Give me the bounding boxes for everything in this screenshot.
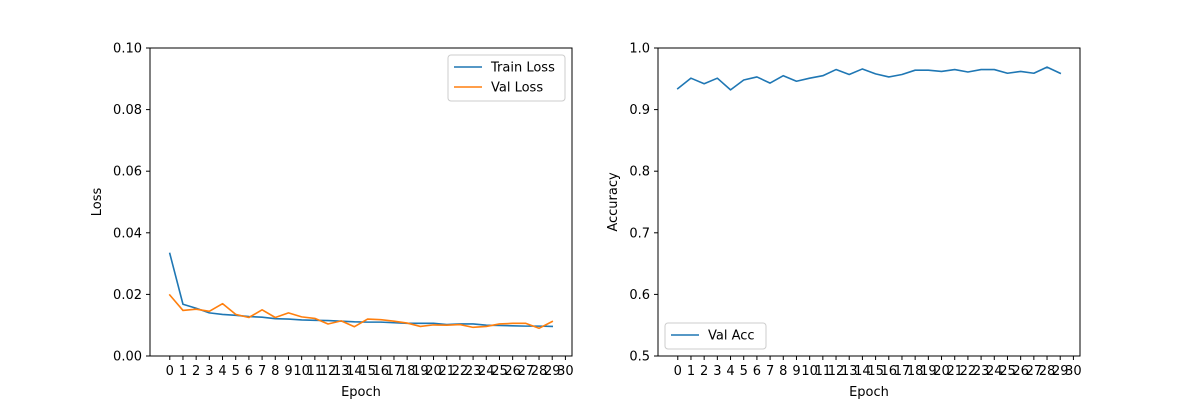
- accuracy-y-ticks: 0.5 0.6 0.7 0.8 0.9 1.0: [629, 42, 658, 365]
- accuracy-x-tick-label: 2: [700, 364, 708, 379]
- accuracy-x-tick-label: 15: [867, 364, 884, 379]
- loss-series-layer: [168, 252, 554, 330]
- accuracy-x-tick-label: 24: [986, 364, 1003, 379]
- accuracy-x-tick-label: 23: [973, 364, 990, 379]
- accuracy-y-tick-label: 1.0: [629, 42, 650, 57]
- accuracy-x-tick-label: 20: [933, 364, 950, 379]
- loss-y-tick-label: 0.10: [113, 42, 142, 57]
- loss-x-tick-label: 9: [284, 364, 292, 379]
- loss-y-tick-label: 0.02: [113, 288, 142, 303]
- loss-x-tick-label: 14: [346, 364, 363, 379]
- accuracy-x-tick-label: 27: [1026, 364, 1043, 379]
- loss-x-tick-label: 17: [386, 364, 403, 379]
- loss-x-tick-label: 15: [359, 364, 376, 379]
- loss-x-tick-label: 22: [452, 364, 469, 379]
- loss-x-tick-label: 21: [438, 364, 455, 379]
- accuracy-x-tick-label: 8: [779, 364, 787, 379]
- loss-x-tick-label: 10: [293, 364, 310, 379]
- loss-x-tick-label: 23: [465, 364, 482, 379]
- accuracy-y-tick-label: 0.8: [629, 165, 650, 180]
- loss-x-axis-label: Epoch: [341, 385, 381, 400]
- loss-x-tick-label: 27: [518, 364, 535, 379]
- accuracy-x-tick-label: 16: [881, 364, 898, 379]
- accuracy-x-tick-label: 9: [792, 364, 800, 379]
- accuracy-x-tick-label: 26: [1012, 364, 1029, 379]
- accuracy-x-tick-label: 1: [687, 364, 695, 379]
- accuracy-x-tick-label: 21: [946, 364, 963, 379]
- accuracy-x-tick-label: 30: [1065, 364, 1082, 379]
- loss-x-tick-label: 8: [271, 364, 279, 379]
- loss-legend: Train Loss Val Loss: [447, 54, 566, 102]
- loss-x-tick-label: 4: [218, 364, 226, 379]
- loss-series-val-loss-line: [168, 293, 554, 330]
- accuracy-y-tick-label: 0.7: [629, 226, 650, 241]
- accuracy-axes-frame: [657, 47, 1081, 357]
- accuracy-x-tick-label: 17: [894, 364, 911, 379]
- accuracy-x-tick-label: 12: [828, 364, 845, 379]
- loss-x-tick-label: 1: [179, 364, 187, 379]
- loss-y-tick-label: 0.08: [113, 103, 142, 118]
- accuracy-x-tick-label: 14: [854, 364, 871, 379]
- loss-x-tick-label: 12: [320, 364, 337, 379]
- accuracy-x-tick-label: 28: [1039, 364, 1056, 379]
- accuracy-x-axis-label: Epoch: [849, 385, 889, 400]
- loss-x-tick-label: 0: [166, 364, 174, 379]
- loss-x-tick-label: 2: [192, 364, 200, 379]
- accuracy-series-val-acc-line: [676, 66, 1062, 91]
- loss-y-tick-label: 0.06: [113, 165, 142, 180]
- loss-y-tick-label: 0.00: [113, 350, 142, 365]
- accuracy-legend: Val Acc: [664, 322, 767, 350]
- accuracy-x-tick-label: 0: [674, 364, 682, 379]
- accuracy-x-tick-label: 5: [740, 364, 748, 379]
- loss-x-tick-label: 19: [412, 364, 429, 379]
- loss-x-tick-label: 3: [205, 364, 213, 379]
- accuracy-y-axis-label: Accuracy: [606, 172, 621, 232]
- loss-chart: 0 1 2 3 4 5 6 7 8 9 101112131415161718192021222324…: [90, 42, 574, 400]
- accuracy-y-tick-label: 0.5: [629, 350, 650, 365]
- loss-x-ticks: 0 1 2 3 4 5 6 7 8 9 101112131415161718192021222324…: [166, 356, 574, 379]
- loss-legend-label-train-loss: Train Loss: [490, 61, 555, 76]
- accuracy-x-tick-label: 11: [815, 364, 832, 379]
- loss-x-tick-label: 24: [478, 364, 495, 379]
- accuracy-x-tick-label: 18: [907, 364, 924, 379]
- loss-legend-label-val-loss: Val Loss: [491, 81, 543, 96]
- loss-x-tick-label: 20: [425, 364, 442, 379]
- accuracy-x-tick-label: 10: [801, 364, 818, 379]
- loss-x-tick-label: 6: [245, 364, 253, 379]
- accuracy-y-tick-label: 0.6: [629, 288, 650, 303]
- loss-x-tick-label: 7: [258, 364, 266, 379]
- accuracy-x-tick-label: 29: [1052, 364, 1069, 379]
- accuracy-x-ticks: 0 1 2 3 4 5 6 7 8 9 101112131415161718192021222324…: [674, 356, 1082, 379]
- loss-x-tick-label: 18: [399, 364, 416, 379]
- loss-y-ticks: 0.00 0.02 0.04 0.06 0.08 0.10: [113, 42, 150, 365]
- loss-x-tick-label: 29: [544, 364, 561, 379]
- loss-x-tick-label: 26: [504, 364, 521, 379]
- accuracy-x-tick-label: 13: [841, 364, 858, 379]
- accuracy-x-tick-label: 3: [713, 364, 721, 379]
- loss-axes-frame: [149, 47, 573, 357]
- accuracy-chart: 0 1 2 3 4 5 6 7 8 9 101112131415161718192021222324…: [606, 42, 1082, 400]
- accuracy-x-tick-label: 4: [726, 364, 734, 379]
- accuracy-plot-area: [658, 48, 1080, 356]
- accuracy-series-layer: [676, 66, 1062, 91]
- accuracy-x-tick-label: 22: [960, 364, 977, 379]
- accuracy-legend-box: [664, 322, 767, 350]
- loss-x-tick-label: 30: [557, 364, 574, 379]
- accuracy-x-tick-label: 6: [753, 364, 761, 379]
- accuracy-x-tick-label: 25: [999, 364, 1016, 379]
- loss-y-axis-label: Loss: [90, 188, 105, 217]
- accuracy-x-tick-label: 19: [920, 364, 937, 379]
- loss-x-tick-label: 11: [307, 364, 324, 379]
- loss-x-tick-label: 16: [373, 364, 390, 379]
- accuracy-x-tick-label: 7: [766, 364, 774, 379]
- accuracy-y-tick-label: 0.9: [629, 103, 650, 118]
- loss-x-tick-label: 25: [491, 364, 508, 379]
- accuracy-legend-label-val-acc: Val Acc: [708, 329, 755, 344]
- loss-x-tick-label: 28: [531, 364, 548, 379]
- loss-x-tick-label: 13: [333, 364, 350, 379]
- loss-x-tick-label: 5: [232, 364, 240, 379]
- loss-y-tick-label: 0.04: [113, 226, 142, 241]
